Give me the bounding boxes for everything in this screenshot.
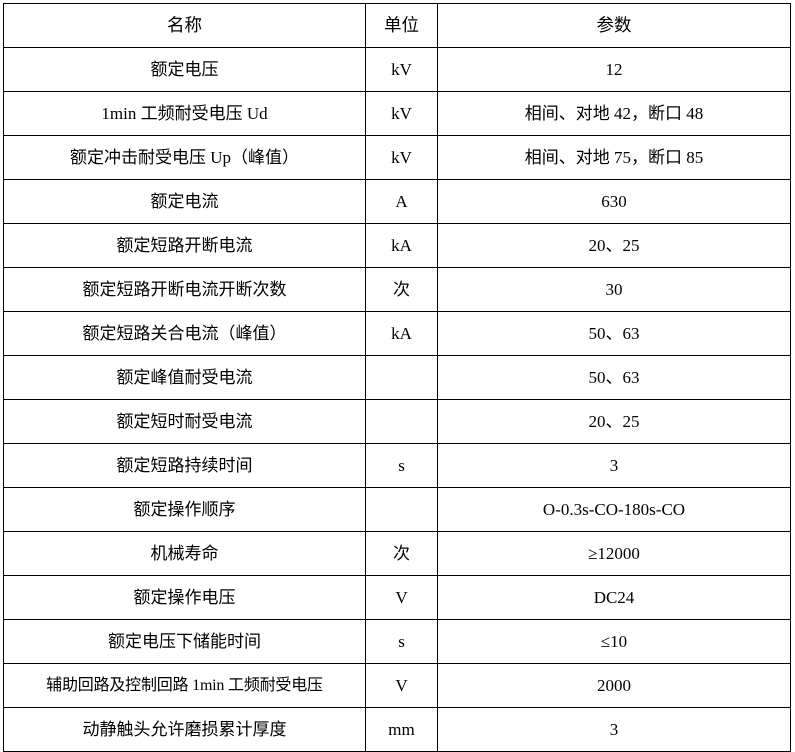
table-row: 额定电压下储能时间 s ≤10 — [3, 619, 791, 664]
cell-parameter-name: 额定冲击耐受电压 Up（峰值） — [3, 135, 366, 180]
table-header: 名称 单位 参数 — [3, 3, 791, 48]
cell-parameter-name: 额定短路开断电流开断次数 — [3, 267, 366, 312]
cell-parameter-name: 额定操作电压 — [3, 575, 366, 620]
specification-table: 名称 单位 参数 额定电压 kV 12 1min 工频耐受电压 Ud kV 相间、对地 4… — [3, 3, 791, 752]
cell-parameter-value: 3 — [437, 443, 791, 488]
cell-parameter-value: 20、25 — [437, 399, 791, 444]
table-row: 1min 工频耐受电压 Ud kV 相间、对地 42，断口 48 — [3, 91, 791, 136]
cell-parameter-value: 12 — [437, 47, 791, 92]
cell-parameter-name: 额定电压 — [3, 47, 366, 92]
cell-unit: A — [365, 179, 438, 224]
cell-parameter-name: 额定电流 — [3, 179, 366, 224]
cell-parameter-name: 辅助回路及控制回路 1min 工频耐受电压 — [3, 663, 366, 708]
table-row: 额定短路持续时间 s 3 — [3, 443, 791, 488]
table-row: 动静触头允许磨损累计厚度 mm 3 — [3, 707, 791, 752]
cell-parameter-value: 50、63 — [437, 355, 791, 400]
cell-parameter-value: O-0.3s-CO-180s-CO — [437, 487, 791, 532]
cell-unit: kV — [365, 91, 438, 136]
cell-parameter-value: 相间、对地 75，断口 85 — [437, 135, 791, 180]
cell-parameter-name: 额定操作顺序 — [3, 487, 366, 532]
cell-unit: kA — [365, 223, 438, 268]
cell-unit: kV — [365, 47, 438, 92]
table-row: 额定电压 kV 12 — [3, 47, 791, 92]
cell-unit: 次 — [365, 267, 438, 312]
cell-parameter-name: 机械寿命 — [3, 531, 366, 576]
cell-parameter-value: 2000 — [437, 663, 791, 708]
cell-parameter-value: 630 — [437, 179, 791, 224]
cell-parameter-name: 额定短路关合电流（峰值） — [3, 311, 366, 356]
cell-unit: kV — [365, 135, 438, 180]
cell-unit: V — [365, 575, 438, 620]
table-row: 额定峰值耐受电流 50、63 — [3, 355, 791, 400]
table-row: 机械寿命次 ≥12000 — [3, 531, 791, 576]
cell-parameter-value: 30 — [437, 267, 791, 312]
cell-parameter-value: ≥12000 — [437, 531, 791, 576]
cell-unit — [365, 399, 438, 444]
table-row: 额定短时耐受电流 20、25 — [3, 399, 791, 444]
cell-parameter-value: 相间、对地 42，断口 48 — [437, 91, 791, 136]
table-row: 额定短路开断电流 kA 20、25 — [3, 223, 791, 268]
cell-parameter-value: 3 — [437, 707, 791, 752]
cell-parameter-name: 动静触头允许磨损累计厚度 — [3, 707, 366, 752]
document-page: 名称 单位 参数 额定电压 kV 12 1min 工频耐受电压 Ud kV 相间、对地 4… — [3, 3, 791, 752]
column-header-name: 名称 — [3, 3, 366, 48]
cell-unit — [365, 355, 438, 400]
table-row: 额定短路关合电流（峰值） kA 50、63 — [3, 311, 791, 356]
table-row: 额定操作顺序 O-0.3s-CO-180s-CO — [3, 487, 791, 532]
cell-parameter-name: 额定短路持续时间 — [3, 443, 366, 488]
cell-unit: mm — [365, 707, 438, 752]
cell-parameter-name: 1min 工频耐受电压 Ud — [3, 91, 366, 136]
cell-unit: s — [365, 619, 438, 664]
cell-unit — [365, 487, 438, 532]
cell-parameter-name: 额定短时耐受电流 — [3, 399, 366, 444]
table-body: 额定电压 kV 12 1min 工频耐受电压 Ud kV 相间、对地 42，断口 48 额定… — [3, 47, 791, 752]
table-row: 额定电流 A 630 — [3, 179, 791, 224]
cell-unit: s — [365, 443, 438, 488]
cell-parameter-value: 20、25 — [437, 223, 791, 268]
table-header-row: 名称 单位 参数 — [3, 3, 791, 48]
table-row: 额定冲击耐受电压 Up（峰值） kV 相间、对地 75，断口 85 — [3, 135, 791, 180]
cell-unit: kA — [365, 311, 438, 356]
column-header-param: 参数 — [437, 3, 791, 48]
cell-parameter-name: 额定短路开断电流 — [3, 223, 366, 268]
cell-parameter-value: DC24 — [437, 575, 791, 620]
cell-parameter-name: 额定电压下储能时间 — [3, 619, 366, 664]
column-header-unit: 单位 — [365, 3, 438, 48]
cell-parameter-name: 额定峰值耐受电流 — [3, 355, 366, 400]
cell-unit: V — [365, 663, 438, 708]
cell-parameter-value: 50、63 — [437, 311, 791, 356]
cell-unit: 次 — [365, 531, 438, 576]
cell-parameter-value: ≤10 — [437, 619, 791, 664]
table-row: 额定操作电压 V DC24 — [3, 575, 791, 620]
table-row: 额定短路开断电流开断次数次 30 — [3, 267, 791, 312]
table-row: 辅助回路及控制回路 1min 工频耐受电压 V 2000 — [3, 663, 791, 708]
